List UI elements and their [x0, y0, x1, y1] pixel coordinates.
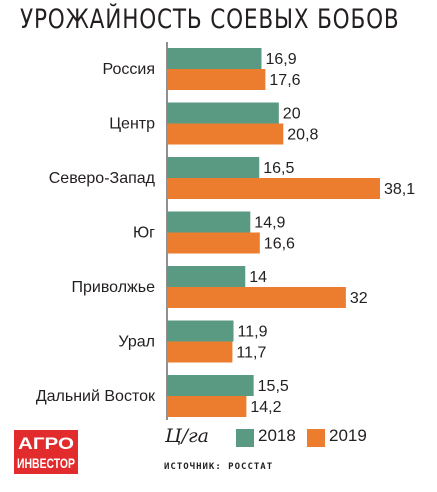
legend-swatch-2019 [307, 429, 325, 447]
category-label-cat-4: Приволжье [72, 279, 156, 296]
category-label-cat-2: Северо-Запад [49, 170, 156, 187]
bars-layer: Россия 16,9 17,6 Центр 20 20,8 Северо-Запад 16,… [36, 48, 415, 417]
bar-2018-cat-2 [167, 157, 260, 178]
legend-swatch-2018 [236, 429, 254, 447]
bar-2019-cat-1 [167, 123, 284, 145]
legend-label-2019: 2019 [329, 426, 367, 445]
category-label-cat-0: Россия [103, 61, 155, 78]
category-label-cat-1: Центр [109, 116, 155, 133]
value-label-2018-cat-6: 15,5 [258, 378, 289, 395]
bar-2018-cat-3 [167, 211, 251, 233]
value-label-2019-cat-0: 17,6 [269, 72, 300, 89]
chart-title: УРОЖАЙНОСТЬ СОЕВЫХ БОБОВ [20, 4, 400, 35]
svg-text:ИНВЕСТОР: ИНВЕСТОР [17, 455, 75, 471]
bar-2018-cat-0 [167, 48, 262, 69]
bar-2018-cat-6 [167, 375, 254, 396]
bar-2018-cat-1 [167, 102, 279, 124]
value-label-2019-cat-4: 32 [350, 290, 368, 307]
value-label-2019-cat-6: 14,2 [250, 399, 281, 416]
value-label-2019-cat-2: 38,1 [384, 181, 415, 198]
value-label-2019-cat-3: 16,6 [264, 236, 295, 253]
value-label-2018-cat-0: 16,9 [265, 51, 296, 68]
bar-2019-cat-0 [167, 69, 266, 90]
bar-2019-cat-3 [167, 232, 260, 254]
bar-chart: Россия 16,9 17,6 Центр 20 20,8 Северо-Запад 16,… [36, 42, 415, 420]
bar-2018-cat-5 [167, 320, 234, 342]
bar-2018-cat-4 [167, 266, 246, 287]
legend-unit-label: Ц/га [165, 425, 209, 447]
source-note: ИСТОЧНИК: РОССТАТ [164, 462, 274, 472]
value-label-2018-cat-1: 20 [283, 106, 301, 123]
value-label-2018-cat-4: 14 [249, 269, 267, 286]
legend: Ц/га 2018 2019 [0, 425, 437, 453]
category-label-cat-6: Дальний Восток [36, 388, 156, 405]
value-label-2018-cat-5: 11,9 [238, 324, 268, 341]
value-label-2018-cat-2: 16,5 [263, 160, 294, 177]
category-label-cat-3: Юг [133, 225, 155, 242]
bar-2019-cat-2 [167, 178, 380, 199]
agroinvestor-logo: АГРО ИНВЕСТОР [14, 430, 78, 474]
legend-label-2018: 2018 [258, 426, 296, 445]
svg-text:АГРО: АГРО [18, 434, 74, 453]
category-label-cat-5: Урал [118, 334, 155, 351]
bar-2019-cat-5 [167, 341, 233, 363]
value-label-2019-cat-1: 20,8 [287, 127, 318, 144]
bar-2019-cat-4 [167, 287, 346, 308]
value-label-2019-cat-5: 11,7 [236, 345, 266, 362]
value-label-2018-cat-3: 14,9 [254, 215, 285, 232]
bar-2019-cat-6 [167, 396, 247, 417]
